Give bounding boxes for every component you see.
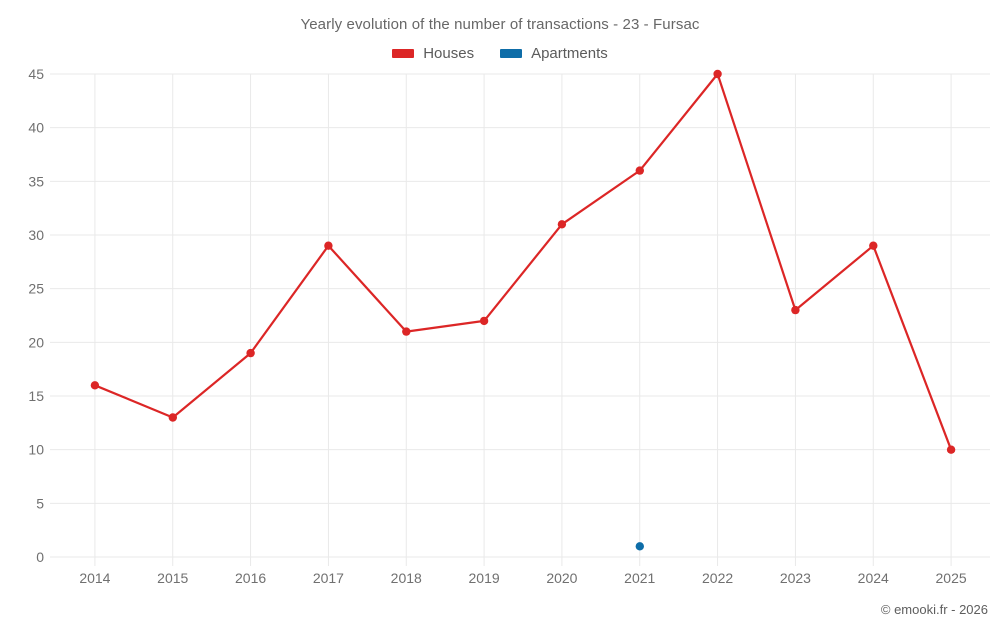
x-axis-tick-label: 2017 bbox=[313, 570, 344, 586]
x-axis-tick-label: 2022 bbox=[702, 570, 733, 586]
copyright-credit: © emooki.fr - 2026 bbox=[880, 602, 988, 617]
data-point-houses[interactable] bbox=[402, 327, 411, 336]
legend-swatch-apartments bbox=[500, 49, 523, 58]
x-axis-tick-label: 2018 bbox=[391, 570, 422, 586]
chart-legend: Houses Apartments bbox=[0, 45, 1000, 62]
legend-label-houses: Houses bbox=[423, 45, 475, 62]
data-point-houses[interactable] bbox=[246, 348, 255, 358]
data-point-houses[interactable] bbox=[90, 381, 100, 390]
data-point-houses[interactable] bbox=[557, 220, 567, 229]
data-point-houses[interactable] bbox=[479, 316, 489, 326]
y-axis-tick-label: 45 bbox=[28, 66, 44, 82]
y-axis-tick-label: 35 bbox=[28, 173, 44, 189]
data-point-houses[interactable] bbox=[791, 305, 800, 315]
x-axis-tick-label: 2014 bbox=[79, 570, 110, 586]
x-axis-tick-label: 2016 bbox=[235, 570, 266, 586]
x-axis-tick-label: 2019 bbox=[469, 570, 500, 586]
data-point-houses[interactable] bbox=[869, 241, 878, 250]
x-axis-tick-label: 2023 bbox=[780, 570, 811, 586]
data-point-houses[interactable] bbox=[713, 69, 722, 79]
legend-item-apartments[interactable]: Apartments bbox=[500, 45, 608, 62]
chart-title: Yearly evolution of the number of transa… bbox=[300, 16, 700, 33]
y-axis-tick-label: 10 bbox=[28, 442, 44, 458]
data-point-houses[interactable] bbox=[635, 166, 644, 175]
y-axis-tick-label: 30 bbox=[28, 227, 44, 243]
x-axis-tick-label: 2020 bbox=[546, 570, 577, 586]
legend-item-houses[interactable]: Houses bbox=[392, 45, 474, 62]
x-axis-tick-label: 2024 bbox=[858, 570, 889, 586]
y-axis-tick-label: 0 bbox=[36, 549, 44, 565]
x-axis-tick-label: 2021 bbox=[624, 570, 655, 586]
y-axis-tick-label: 15 bbox=[28, 388, 44, 404]
series-line-houses bbox=[93, 72, 953, 451]
y-axis-tick-label: 20 bbox=[28, 334, 44, 350]
legend-label-apartments: Apartments bbox=[531, 45, 608, 62]
data-point-houses[interactable] bbox=[324, 241, 333, 250]
data-point-houses[interactable] bbox=[168, 413, 177, 422]
data-point-apartments[interactable] bbox=[635, 542, 644, 551]
legend-swatch-houses bbox=[392, 49, 415, 58]
x-axis-tick-label: 2025 bbox=[936, 570, 967, 586]
x-axis-tick-label: 2015 bbox=[157, 570, 188, 586]
data-point-houses[interactable] bbox=[946, 445, 956, 454]
y-axis-tick-label: 25 bbox=[28, 281, 44, 297]
y-axis-tick-label: 40 bbox=[28, 120, 44, 136]
y-axis-tick-label: 5 bbox=[36, 495, 44, 511]
